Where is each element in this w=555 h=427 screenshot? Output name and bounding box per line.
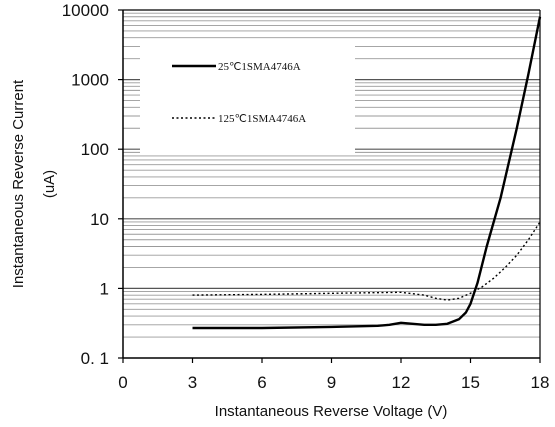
x-tick-labels: 0 3 6 9 12 15 18 [118,358,549,392]
y-tick-label: 1 [100,279,109,298]
x-tick-label: 9 [327,373,336,392]
y-tick-labels: 0. 1 1 10 100 1000 10000 [62,1,123,368]
y-axis-label: Instantaneous Reverse Current [10,79,27,288]
series-line-25c [192,16,542,330]
y-tick-label: 1000 [71,71,109,90]
y-tick-label: 100 [81,140,109,159]
series-line-125c [192,221,541,301]
x-tick-label: 12 [392,373,411,392]
x-axis-label: Instantaneous Reverse Voltage (V) [215,403,448,420]
legend-label-25c: 25℃1SMA4746A [218,61,301,73]
grid-lines [123,12,540,338]
x-tick-label: 15 [461,373,480,392]
y-tick-label: 10000 [62,1,109,20]
x-tick-label: 6 [257,373,266,392]
series-lines [192,16,542,330]
x-tick-label: 3 [188,373,197,392]
x-tick-label: 0 [118,373,127,392]
y-tick-label: 0. 1 [81,349,109,368]
y-axis-unit: (uA) [41,170,58,198]
y-tick-label: 10 [90,210,109,229]
legend-box [140,42,355,154]
legend-label-125c: 125℃1SMA4746A [218,113,306,125]
x-tick-label: 18 [531,373,550,392]
